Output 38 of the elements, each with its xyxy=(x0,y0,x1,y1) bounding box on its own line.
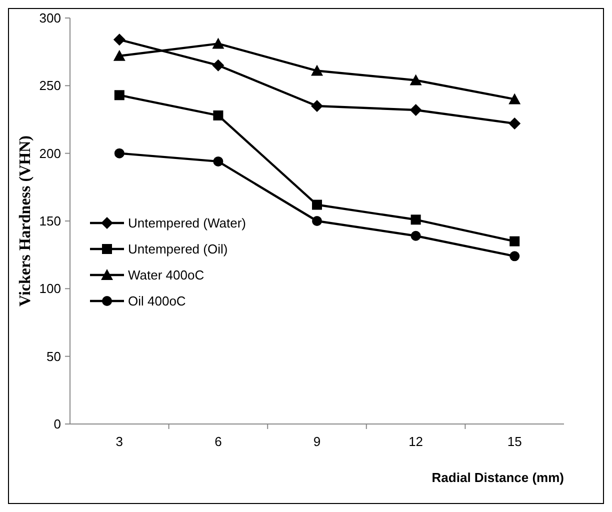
legend-label: Untempered (Water) xyxy=(128,216,246,231)
point xyxy=(508,93,521,104)
y-tick-label: 300 xyxy=(39,10,61,26)
y-tick-label: 100 xyxy=(39,281,61,296)
x-tick-label: 15 xyxy=(507,434,522,449)
point xyxy=(213,156,224,166)
point xyxy=(510,236,520,246)
point xyxy=(510,251,520,262)
point xyxy=(410,214,421,225)
point xyxy=(410,104,422,116)
point xyxy=(212,38,224,49)
x-tick-label: 12 xyxy=(408,434,424,449)
legend-label: Oil 400oC xyxy=(128,294,186,309)
y-tick-label: 0 xyxy=(54,416,61,432)
y-axis-title: Vickers Hardness (VHN) xyxy=(17,136,34,306)
x-tick-label: 6 xyxy=(214,434,222,449)
point xyxy=(410,74,422,86)
point xyxy=(114,90,124,100)
x-axis-title: Radial Distance (mm) xyxy=(432,470,564,485)
point xyxy=(312,216,322,226)
point xyxy=(113,50,126,61)
point xyxy=(114,148,124,158)
point xyxy=(508,118,521,130)
point xyxy=(311,100,323,112)
x-tick-label: 3 xyxy=(116,434,124,449)
y-tick-label: 200 xyxy=(39,146,61,161)
y-tick-label: 250 xyxy=(39,78,61,94)
y-tick-label: 50 xyxy=(46,348,61,364)
point xyxy=(311,64,323,76)
point xyxy=(213,110,224,120)
point xyxy=(113,34,126,46)
legend-label: Untempered (Oil) xyxy=(128,242,228,257)
point xyxy=(312,200,322,210)
y-tick-label: 150 xyxy=(39,214,61,229)
point xyxy=(212,59,224,72)
point xyxy=(410,230,421,241)
x-tick-label: 9 xyxy=(313,434,321,449)
legend-label: Water 400oC xyxy=(128,268,204,283)
